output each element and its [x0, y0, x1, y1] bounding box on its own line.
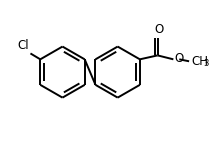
Text: CH: CH [191, 55, 208, 68]
Text: Cl: Cl [18, 39, 30, 53]
Text: O: O [154, 23, 163, 36]
Text: 3: 3 [203, 59, 208, 68]
Text: O: O [174, 52, 184, 65]
